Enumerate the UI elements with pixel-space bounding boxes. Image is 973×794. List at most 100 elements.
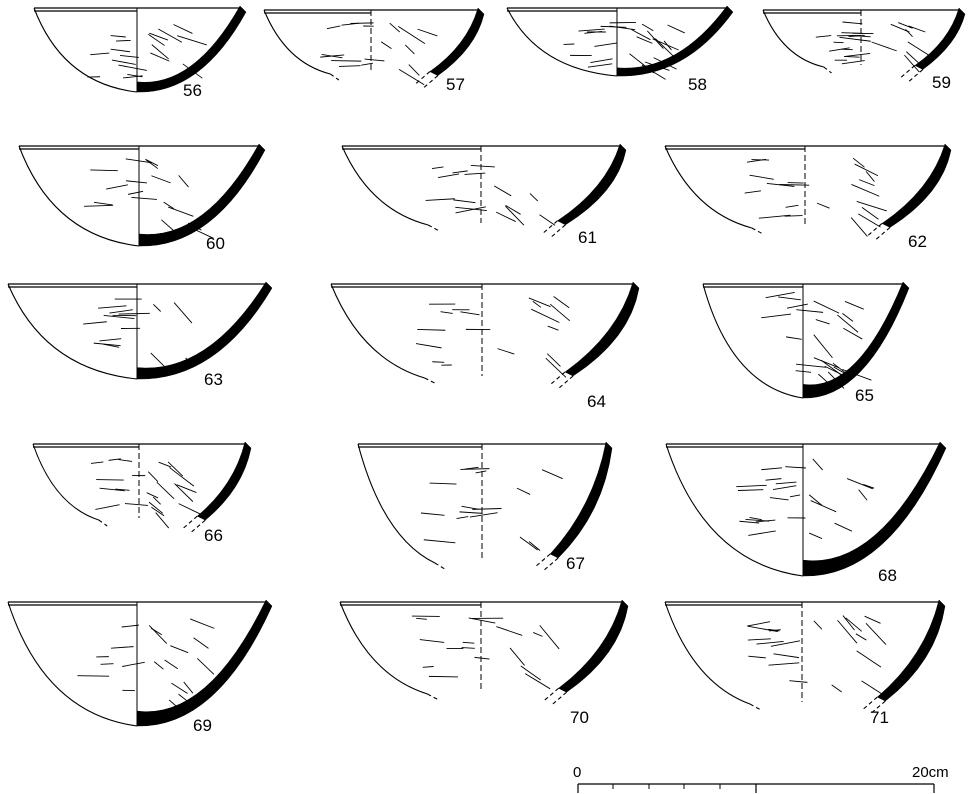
- scale-bar-start-label: 0: [573, 764, 581, 781]
- vessel-drawing-61: 61: [341, 143, 627, 247]
- vessel-section: [558, 599, 629, 693]
- vessel-profile-dashed: [751, 227, 764, 235]
- vessel-number-label: 68: [878, 566, 897, 585]
- vessel-section: [914, 7, 966, 70]
- vessel-drawing-66: 66: [32, 441, 252, 545]
- vessel-profile-outline: [762, 9, 824, 68]
- vessel-drawing-65: 65: [702, 281, 910, 405]
- vessel-profile-dashed: [330, 73, 340, 81]
- vessel-surface-hatching: [90, 458, 208, 529]
- vessel-section: [802, 441, 947, 577]
- vessel-drawing-69: 69: [7, 599, 273, 735]
- vessel-number-label: 70: [570, 708, 589, 727]
- vessel-profile-dashed: [427, 224, 440, 232]
- vessel-profile-dashed: [749, 703, 762, 711]
- vessel-profile-outline: [263, 9, 331, 75]
- vessel-section: [138, 143, 266, 247]
- vessel-drawing-56: 56: [33, 5, 247, 100]
- vessel-profile-outline: [339, 601, 428, 695]
- vessel-surface-hatching: [746, 615, 887, 696]
- vessel-number-label: 59: [932, 73, 951, 92]
- vessel-profile-outline: [7, 283, 138, 380]
- vessel-section: [136, 281, 273, 380]
- vessel-section: [196, 441, 252, 521]
- vessel-drawing-60: 60: [18, 143, 266, 253]
- vessel-drawing-59: 59: [762, 7, 966, 92]
- vessel-profile-dashed: [434, 562, 446, 570]
- vessel-profile-dashed: [823, 66, 832, 74]
- vessel-section: [802, 281, 910, 399]
- vessel-number-label: 62: [908, 232, 927, 251]
- vessel-section-dashed: [182, 515, 206, 533]
- vessel-number-label: 58: [688, 75, 707, 94]
- vessel-section: [136, 5, 247, 93]
- vessel-number-label: 71: [870, 708, 889, 727]
- scale-bar: 0 20cm: [573, 764, 949, 793]
- vessel-drawing-57: 57: [263, 7, 485, 94]
- vessel-section-dashed: [543, 220, 566, 238]
- vessel-drawing-68: 68: [665, 441, 947, 585]
- vessel-surface-hatching: [736, 458, 875, 539]
- vessel-surface-hatching: [761, 291, 872, 389]
- vessel-surface-hatching: [83, 298, 194, 369]
- vessel-drawing-70: 70: [339, 599, 629, 727]
- vessel-surface-hatching: [425, 164, 556, 226]
- vessel-section: [429, 7, 485, 76]
- vessel-profile-outline: [341, 145, 429, 226]
- vessel-number-label: 69: [193, 716, 212, 735]
- vessel-section-dashed: [535, 553, 559, 571]
- vessel-profile-dashed: [427, 693, 439, 701]
- vessel-section-dashed: [862, 696, 886, 714]
- vessel-number-label: 61: [578, 228, 597, 247]
- vessel-surface-hatching: [563, 21, 685, 80]
- vessel-number-label: 66: [204, 526, 223, 545]
- vessel-number-label: 63: [204, 370, 223, 389]
- vessel-profile-dashed: [98, 519, 108, 527]
- vessel-profile-outline: [664, 601, 751, 705]
- scale-bar-end-label: 20cm: [912, 764, 949, 781]
- vessel-drawing-63: 63: [7, 281, 273, 389]
- vessel-number-label: 57: [446, 75, 465, 94]
- vessel-surface-hatching: [744, 157, 887, 237]
- vessel-drawing-58: 58: [506, 5, 734, 94]
- vessel-profile-outline: [18, 145, 140, 247]
- vessels-layer: 56 57 58 59 60 61 62 63 64 65 66 67 68 69 70 71: [7, 5, 966, 735]
- vessel-section: [881, 143, 952, 228]
- vessel-profile-outline: [702, 283, 804, 399]
- vessel-surface-hatching: [415, 296, 571, 378]
- vessel-profile-outline: [506, 7, 618, 77]
- vessel-surface-hatching: [320, 22, 438, 86]
- vessel-drawing-64: 64: [330, 281, 640, 411]
- vessel-profile-outline: [33, 7, 138, 93]
- vessel-surface-hatching: [84, 158, 214, 239]
- vessel-section: [564, 281, 640, 377]
- vessel-surface-hatching: [815, 21, 933, 73]
- vessel-number-label: 60: [206, 234, 225, 253]
- vessel-section: [556, 143, 627, 226]
- vessel-section: [616, 5, 734, 77]
- vessel-profile-outline: [357, 443, 436, 564]
- vessel-profile-outline: [7, 601, 138, 727]
- vessel-drawing-71: 71: [664, 599, 946, 727]
- vessel-section: [549, 441, 613, 559]
- vessel-number-label: 67: [566, 554, 585, 573]
- vessel-drawing-67: 67: [357, 441, 613, 573]
- vessel-profile-outline: [665, 443, 804, 577]
- vessel-surface-hatching: [77, 618, 215, 710]
- vessel-section: [136, 599, 273, 727]
- vessel-section: [876, 599, 946, 702]
- vessel-surface-hatching: [411, 615, 560, 690]
- vessel-profile-dashed: [424, 377, 437, 385]
- vessel-number-label: 64: [587, 392, 606, 411]
- vessel-number-label: 56: [183, 81, 202, 100]
- vessel-drawing-62: 62: [664, 143, 952, 251]
- vessel-surface-hatching: [87, 24, 207, 79]
- vessel-number-label: 65: [855, 386, 874, 405]
- vessel-section-dashed: [867, 223, 891, 240]
- vessel-profile-outline: [664, 145, 752, 229]
- vessel-profile-outline: [330, 283, 425, 379]
- vessel-profile-outline: [32, 443, 99, 521]
- vessel-section-dashed: [900, 65, 924, 82]
- vessel-surface-hatching: [420, 466, 563, 551]
